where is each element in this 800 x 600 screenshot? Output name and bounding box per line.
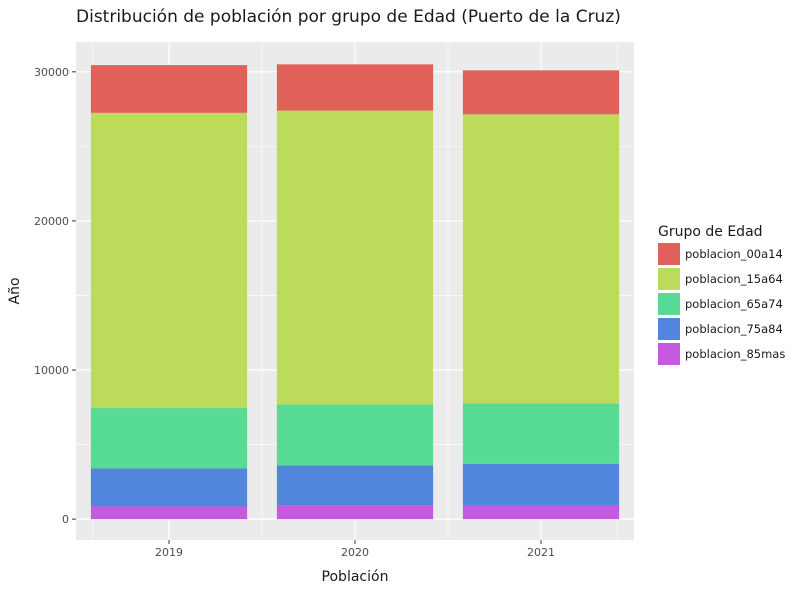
y-tick-label: 30000 (34, 66, 69, 79)
legend-label: poblacion_00a14 (685, 247, 783, 261)
legend: Grupo de Edad poblacion_00a14 poblacion_1… (658, 224, 785, 365)
x-tick-label: 2021 (527, 546, 555, 559)
bar-segment-poblacion_15a64-2021 (462, 114, 620, 404)
legend-label: poblacion_85mas (685, 347, 785, 361)
bar-segment-poblacion_85mas-2020 (276, 505, 434, 520)
chart-title: Distribución de población por grupo de E… (76, 7, 621, 27)
bar-segment-poblacion_00a14-2020 (276, 64, 434, 111)
y-tick-label: 10000 (34, 364, 69, 377)
legend-title: Grupo de Edad (658, 224, 763, 240)
legend-swatch (658, 243, 680, 265)
y-axis-title: Año (7, 277, 23, 304)
bar-segment-poblacion_65a74-2019 (90, 408, 248, 469)
x-tick-label: 2019 (155, 546, 183, 559)
bar-segment-poblacion_00a14-2019 (90, 65, 248, 113)
legend-label: poblacion_65a74 (685, 297, 783, 311)
legend-swatch (658, 318, 680, 340)
bar-segment-poblacion_75a84-2020 (276, 465, 434, 506)
bar-segment-poblacion_65a74-2020 (276, 404, 434, 466)
bar-segment-poblacion_00a14-2021 (462, 70, 620, 115)
x-axis-title: Población (322, 569, 389, 585)
bar-segment-poblacion_15a64-2019 (90, 112, 248, 409)
axis-ticks: 0 10000 20000 30000 2019 2020 2021 (34, 66, 555, 559)
legend-swatch (658, 268, 680, 290)
bar-segment-poblacion_75a84-2021 (462, 463, 620, 505)
y-tick-label: 0 (62, 513, 69, 526)
y-tick-label: 20000 (34, 215, 69, 228)
legend-label: poblacion_75a84 (685, 322, 783, 336)
legend-swatch (658, 343, 680, 365)
legend-swatch (658, 293, 680, 315)
x-tick-label: 2020 (341, 546, 369, 559)
bar-segment-poblacion_85mas-2021 (462, 504, 620, 520)
bar-group (90, 64, 620, 520)
legend-label: poblacion_15a64 (685, 272, 783, 286)
bar-segment-poblacion_75a84-2019 (90, 468, 248, 507)
bar-segment-poblacion_15a64-2020 (276, 110, 434, 405)
bar-segment-poblacion_65a74-2021 (462, 403, 620, 464)
bar-segment-poblacion_85mas-2019 (90, 506, 248, 520)
